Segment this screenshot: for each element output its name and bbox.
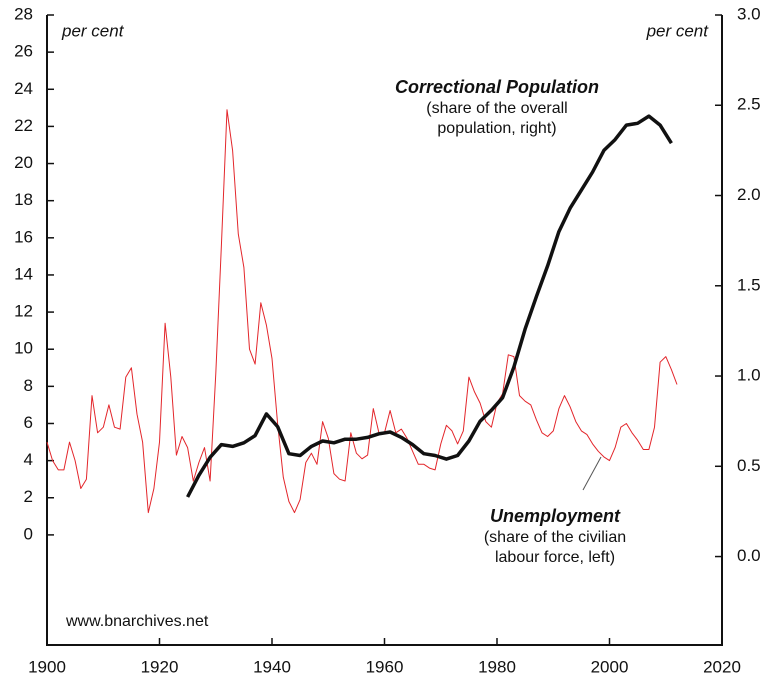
x-tick-label: 1960 — [366, 657, 404, 676]
series-note: (share of the civilian — [484, 529, 626, 546]
y2-tick-label: 0.5 — [737, 456, 761, 475]
y-tick-label: 20 — [14, 153, 33, 172]
series-note: (share of the overall — [426, 100, 567, 117]
x-tick-label: 2000 — [591, 657, 629, 676]
y-tick-label: 14 — [14, 264, 33, 283]
x-tick-label: 2020 — [703, 657, 741, 676]
y2-tick-label: 3.0 — [737, 4, 761, 23]
y2-tick-label: 2.5 — [737, 95, 761, 114]
leader-line — [582, 456, 602, 491]
y-tick-label: 26 — [14, 42, 33, 61]
y-tick-label: 22 — [14, 116, 33, 135]
series-note: population, right) — [437, 120, 556, 137]
y-tick-label: 10 — [14, 339, 33, 358]
y-tick-label: 6 — [24, 413, 33, 432]
y2-label: per cent — [646, 21, 710, 40]
y-tick-label: 0 — [24, 524, 33, 543]
series-label: Correctional Population — [395, 77, 599, 97]
x-tick-label: 1980 — [478, 657, 516, 676]
x-tick-label: 1920 — [141, 657, 179, 676]
y-tick-label: 28 — [14, 4, 33, 23]
x-tick-label: 1940 — [253, 657, 291, 676]
series-line — [186, 114, 673, 498]
x-tick-label: 1900 — [28, 657, 66, 676]
source: www.bnarchives.net — [65, 613, 209, 630]
series-note: labour force, left) — [495, 549, 615, 566]
y-tick-label: 16 — [14, 227, 33, 246]
y-tick-label: 18 — [14, 190, 33, 209]
y2-tick-label: 0.0 — [737, 546, 761, 565]
y-tick-label: 8 — [24, 376, 33, 395]
series-label: Unemployment — [490, 506, 621, 526]
y-tick-label: 4 — [24, 450, 33, 469]
y2-tick-label: 1.5 — [737, 275, 761, 294]
y-tick-label: 12 — [14, 302, 33, 321]
y2-tick-label: 1.0 — [737, 366, 761, 385]
y-label: per cent — [61, 21, 125, 40]
series-line — [46, 109, 678, 514]
y-tick-label: 24 — [14, 79, 33, 98]
y-tick-label: 2 — [24, 487, 33, 506]
y2-tick-label: 2.0 — [737, 185, 761, 204]
